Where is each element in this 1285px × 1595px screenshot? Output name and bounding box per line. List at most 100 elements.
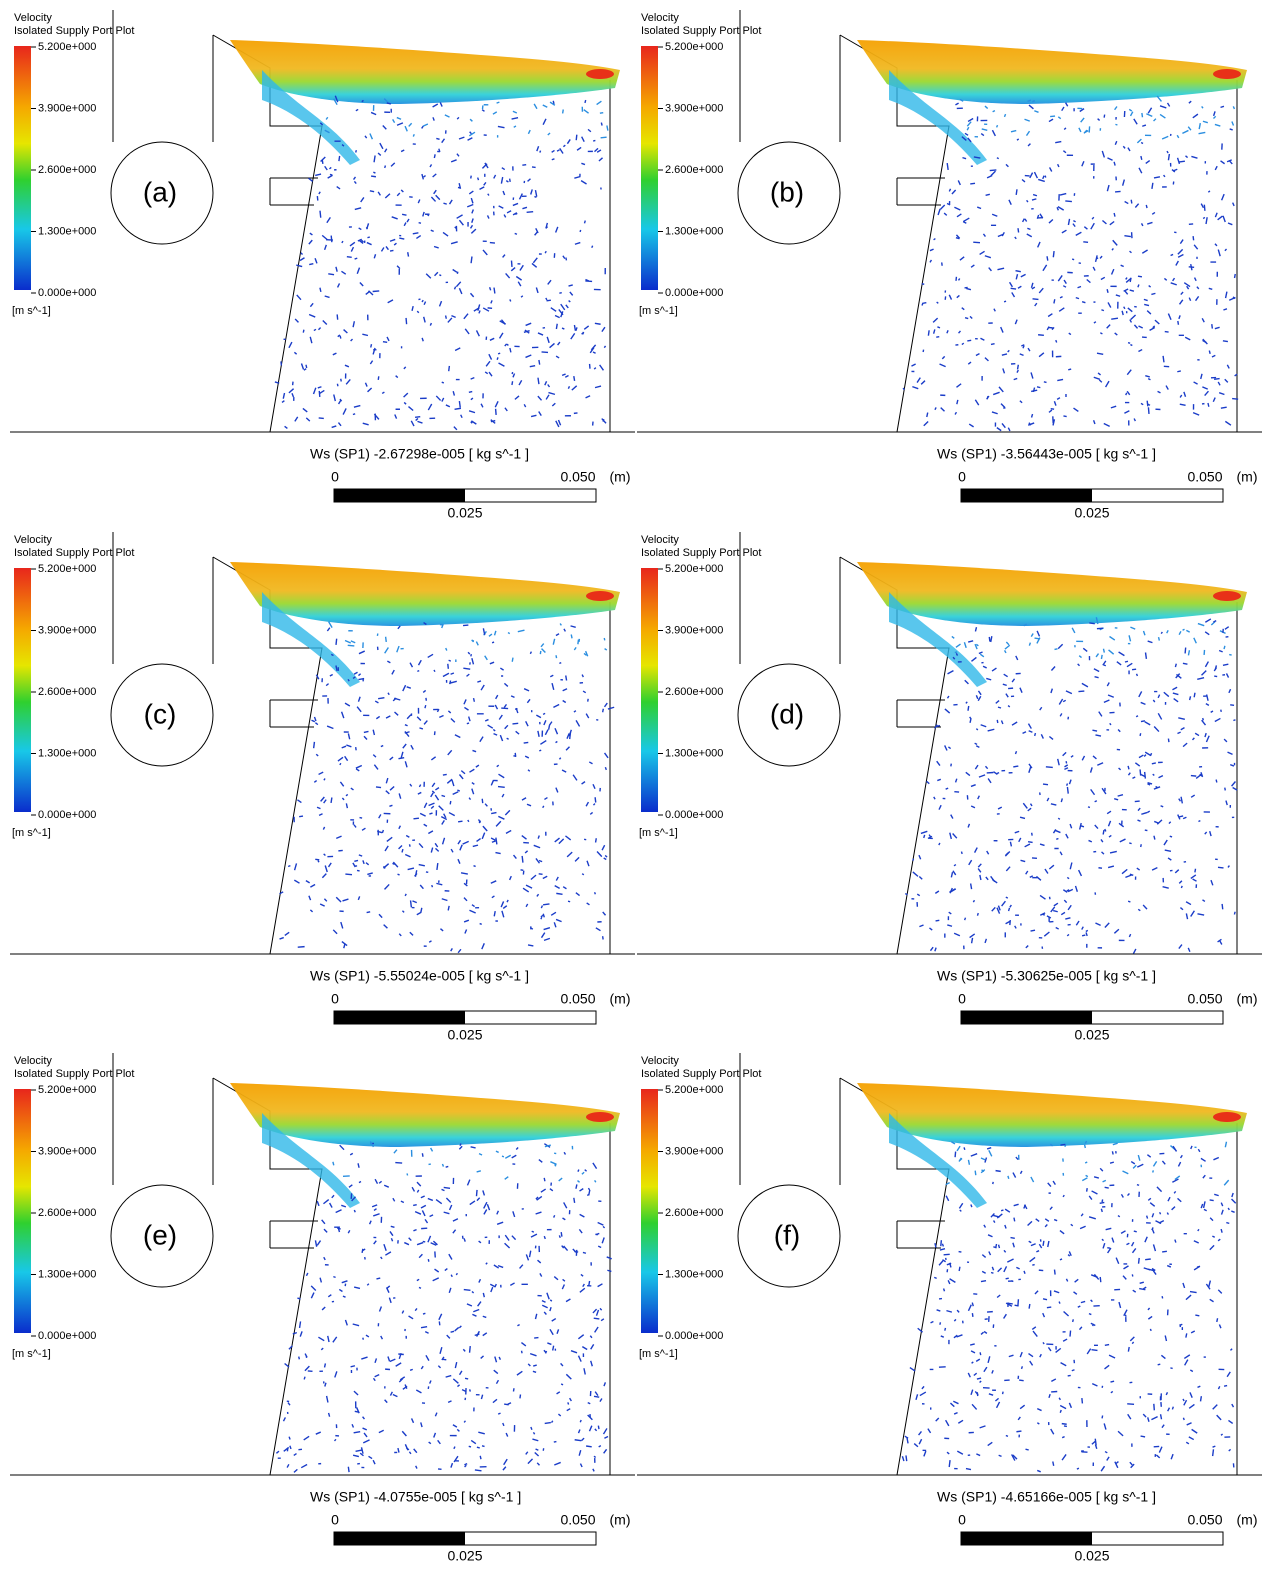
velocity-vector xyxy=(1129,843,1131,844)
velocity-vector xyxy=(451,160,456,162)
velocity-vector xyxy=(449,366,450,371)
velocity-vector xyxy=(304,1377,305,1380)
velocity-vector xyxy=(1066,761,1067,763)
velocity-vector xyxy=(587,861,589,866)
velocity-vector xyxy=(513,111,517,113)
velocity-vector xyxy=(1086,932,1087,935)
velocity-vector xyxy=(955,412,956,414)
velocity-vector xyxy=(1222,194,1225,200)
velocity-vector xyxy=(1146,161,1150,164)
velocity-vector xyxy=(1181,797,1182,804)
velocity-vector xyxy=(1217,1318,1218,1322)
velocity-vector xyxy=(325,166,328,170)
velocity-vector xyxy=(976,644,978,645)
velocity-vector xyxy=(404,367,406,369)
velocity-vector xyxy=(396,376,398,378)
velocity-vector xyxy=(472,1314,476,1316)
velocity-vector xyxy=(417,1182,421,1186)
velocity-vector xyxy=(476,330,479,336)
velocity-vector xyxy=(1031,1244,1036,1246)
velocity-vector xyxy=(454,1447,455,1449)
velocity-vector xyxy=(1094,420,1095,424)
flow-rate: Ws (SP1) -4.65166e-005 [ kg s^-1 ] xyxy=(937,1489,1156,1505)
velocity-vector xyxy=(1186,902,1191,905)
velocity-vector xyxy=(544,720,546,725)
velocity-vector xyxy=(385,884,390,889)
velocity-vector xyxy=(354,1210,355,1212)
velocity-vector xyxy=(522,207,527,208)
velocity-vector xyxy=(459,220,463,225)
velocity-vector xyxy=(1038,335,1044,336)
velocity-vector xyxy=(1119,1302,1121,1308)
velocity-vector xyxy=(937,327,940,328)
velocity-vector xyxy=(1215,327,1220,328)
velocity-vector xyxy=(514,855,517,858)
velocity-vector xyxy=(595,892,596,894)
velocity-vector xyxy=(325,296,330,297)
velocity-vector xyxy=(594,1318,600,1319)
velocity-vector xyxy=(1107,158,1112,160)
velocity-vector xyxy=(538,1260,541,1263)
velocity-vector xyxy=(317,1241,320,1246)
velocity-vector xyxy=(556,356,559,358)
velocity-vector xyxy=(1171,254,1174,255)
velocity-vector xyxy=(1184,1400,1187,1405)
velocity-vector xyxy=(576,1184,577,1188)
velocity-vector xyxy=(383,864,388,868)
velocity-vector xyxy=(1035,1291,1038,1294)
velocity-vector xyxy=(1153,774,1155,775)
velocity-vector xyxy=(537,894,539,896)
velocity-vector xyxy=(1208,403,1209,407)
velocity-vector xyxy=(1218,1239,1220,1241)
velocity-vector xyxy=(508,633,510,634)
velocity-vector xyxy=(940,1322,941,1324)
velocity-vector xyxy=(1095,923,1100,925)
velocity-vector xyxy=(1126,278,1127,280)
velocity-vector xyxy=(405,725,408,726)
velocity-vector xyxy=(1121,265,1124,266)
velocity-vector xyxy=(455,1327,459,1330)
velocity-vector xyxy=(1131,1162,1135,1164)
velocity-vector xyxy=(1155,320,1159,324)
velocity-vector xyxy=(1086,930,1088,931)
velocity-vector xyxy=(929,928,932,930)
velocity-vector xyxy=(996,1244,997,1247)
velocity-vector xyxy=(992,130,995,136)
velocity-vector xyxy=(1147,811,1150,813)
velocity-vector xyxy=(489,372,492,376)
velocity-vector xyxy=(1178,1198,1182,1201)
velocity-vector xyxy=(336,267,337,272)
velocity-vector xyxy=(1064,1426,1067,1427)
velocity-vector xyxy=(1107,1248,1110,1249)
velocity-vector xyxy=(1083,242,1088,243)
velocity-vector xyxy=(486,1263,487,1265)
velocity-vector xyxy=(997,720,998,723)
velocity-vector xyxy=(1125,1315,1126,1317)
velocity-vector xyxy=(1100,1168,1103,1171)
velocity-vector xyxy=(341,1205,346,1207)
velocity-vector xyxy=(1092,1384,1097,1386)
velocity-vector xyxy=(397,266,400,269)
velocity-vector xyxy=(395,414,397,418)
velocity-vector xyxy=(1123,180,1125,186)
velocity-vector xyxy=(352,1424,353,1427)
velocity-vector xyxy=(1229,1449,1231,1451)
velocity-vector xyxy=(491,1287,493,1292)
velocity-vector xyxy=(513,203,518,205)
velocity-vector xyxy=(355,208,361,210)
velocity-vector xyxy=(1233,203,1234,206)
velocity-vector xyxy=(580,1420,581,1422)
velocity-vector xyxy=(561,304,565,310)
velocity-vector xyxy=(464,1464,467,1465)
velocity-vector xyxy=(1149,286,1151,288)
velocity-vector xyxy=(1215,166,1217,170)
scale-unit: (m) xyxy=(1237,1512,1258,1528)
velocity-vector xyxy=(1082,1398,1083,1403)
velocity-vector xyxy=(1185,337,1190,340)
scale-unit: (m) xyxy=(1237,469,1258,485)
velocity-vector xyxy=(543,713,545,714)
velocity-vector xyxy=(484,1210,487,1215)
velocity-vector xyxy=(1085,1145,1086,1148)
velocity-vector xyxy=(936,1418,939,1421)
velocity-vector xyxy=(1227,160,1232,162)
